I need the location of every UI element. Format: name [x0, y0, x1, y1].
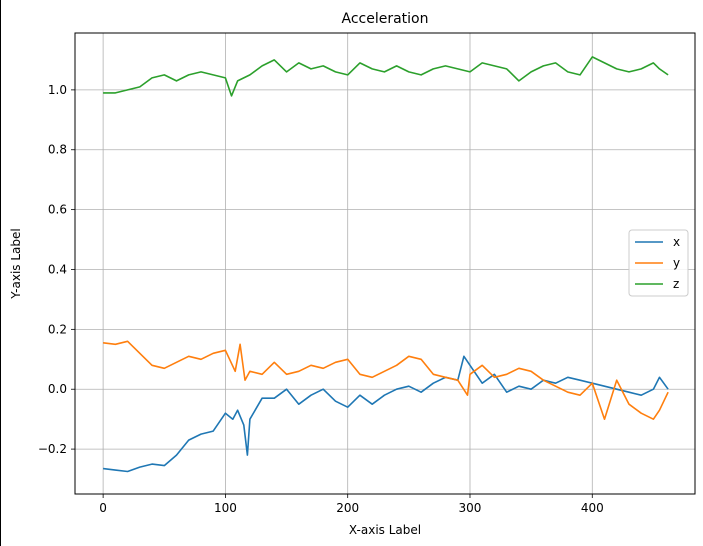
y-tick-label: 0.2	[48, 322, 67, 336]
y-tick-label: 0.8	[48, 143, 67, 157]
x-tick-label: 300	[459, 501, 482, 515]
x-tick-label: 0	[99, 501, 107, 515]
y-tick-label: 0.4	[48, 262, 67, 276]
series-lines	[103, 56, 669, 473]
grid-lines	[75, 33, 695, 494]
y-tick-label: 1.0	[48, 83, 67, 97]
legend-label-x: x	[673, 235, 680, 249]
series-line-z	[103, 56, 669, 97]
legend-label-z: z	[673, 277, 679, 291]
plot-area-frame	[74, 32, 696, 495]
y-axis-label: Y-axis Label	[9, 228, 23, 299]
series-line-y	[103, 340, 669, 420]
y-tick-label: 0.6	[48, 203, 67, 217]
window-left-border	[0, 0, 1, 546]
series-line-x	[103, 355, 669, 473]
axis-ticks: 0 100 200 300 400 −0.2 0.0 0.2 0.4 0.6 0.8 1.0	[38, 83, 604, 515]
legend-label-y: y	[673, 256, 680, 270]
y-tick-label: −0.2	[38, 442, 67, 456]
x-tick-label: 400	[581, 501, 604, 515]
y-tick-label: 0.0	[48, 382, 67, 396]
x-tick-label: 100	[214, 501, 237, 515]
legend: xyz	[628, 229, 689, 297]
x-axis-label: X-axis Label	[349, 523, 421, 537]
x-tick-label: 200	[336, 501, 359, 515]
chart-title: Acceleration	[342, 11, 429, 27]
